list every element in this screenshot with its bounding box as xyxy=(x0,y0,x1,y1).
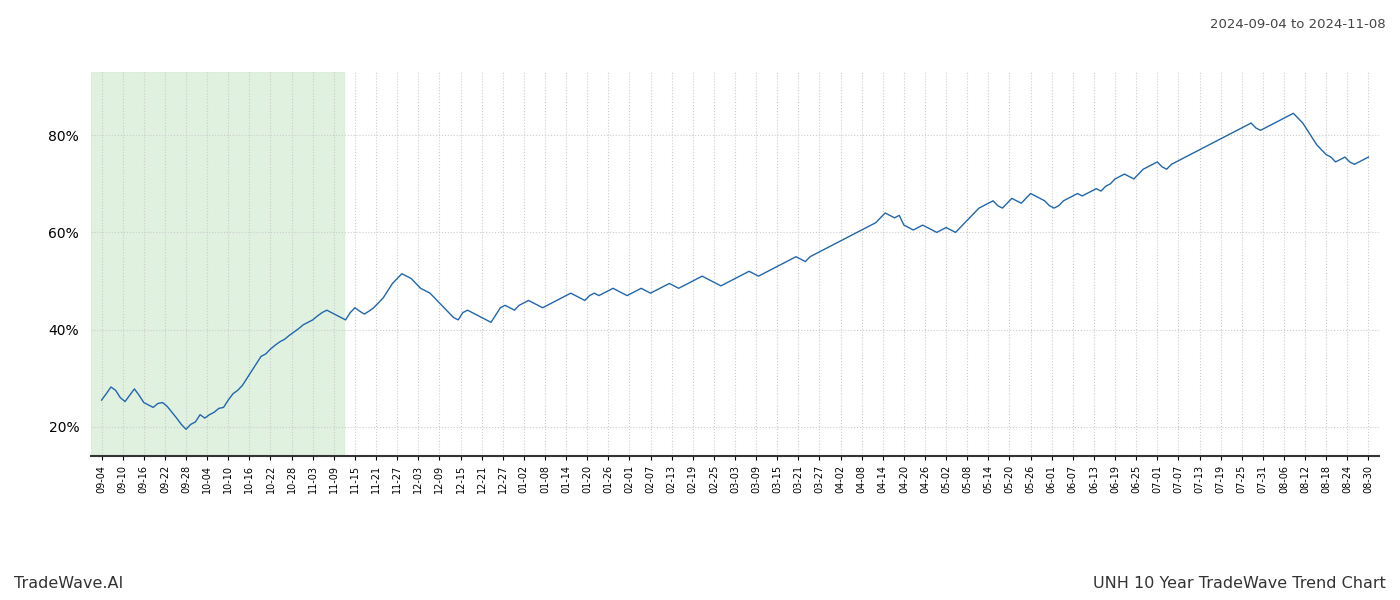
Bar xyxy=(91,72,344,456)
Text: TradeWave.AI: TradeWave.AI xyxy=(14,576,123,591)
Text: 2024-09-04 to 2024-11-08: 2024-09-04 to 2024-11-08 xyxy=(1211,18,1386,31)
Text: UNH 10 Year TradeWave Trend Chart: UNH 10 Year TradeWave Trend Chart xyxy=(1093,576,1386,591)
